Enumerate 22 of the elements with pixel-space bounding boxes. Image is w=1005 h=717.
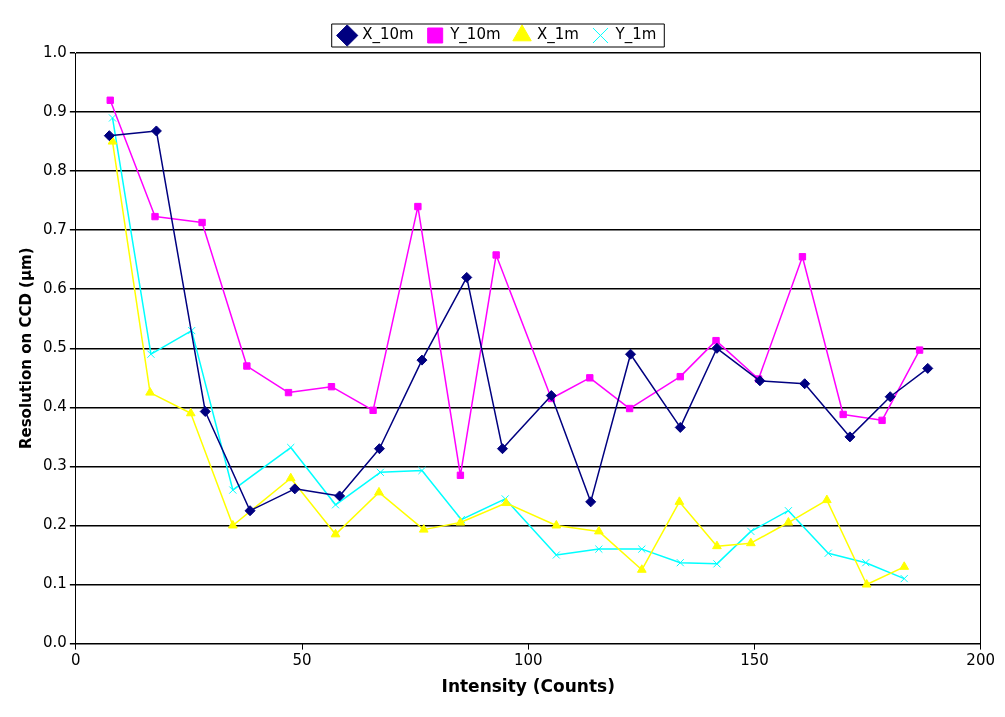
legend-label: Y_1m: [614, 25, 657, 45]
y-tick-label: 0.1: [43, 574, 67, 593]
x-tick-label: 200: [966, 651, 996, 670]
y-axis-title: Resolution on CCD (µm): [16, 247, 35, 450]
x-tick-label: 50: [292, 651, 312, 670]
legend-label: X_10m: [362, 25, 414, 45]
y-tick-label: 0.9: [43, 101, 67, 120]
y-tick-label: 0.6: [43, 279, 67, 298]
y-tick-label: 0.5: [43, 338, 67, 357]
y-tick-label: 1.0: [43, 42, 67, 61]
y-tick-label: 0.0: [43, 633, 67, 652]
y-tick-label: 0.3: [43, 456, 67, 475]
y-tick-label: 0.4: [43, 397, 67, 416]
x-tick-label: 150: [740, 651, 769, 670]
x-tick-label: 0: [71, 651, 81, 670]
y-tick-label: 0.2: [43, 515, 67, 534]
y-tick-label: 0.8: [43, 161, 67, 180]
x-tick-label: 100: [513, 651, 543, 670]
x-axis-title: Intensity (Counts): [441, 676, 615, 697]
legend-label: Y_10m: [449, 25, 501, 45]
legend-label: X_1m: [537, 25, 579, 45]
y-tick-label: 0.7: [43, 220, 67, 239]
